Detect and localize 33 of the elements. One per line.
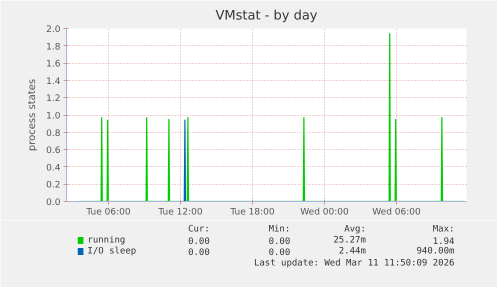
text: 940.00m xyxy=(416,246,454,256)
y-tick-label: 2.0 xyxy=(46,25,61,35)
text: Last update: Wed Mar 11 11:50:09 2026 xyxy=(254,258,454,268)
y-axis-title: process states xyxy=(27,78,38,152)
x-tick-label: Wed 00:00 xyxy=(300,208,349,218)
chart-title: VMstat - by day xyxy=(216,8,318,24)
text: Min: xyxy=(268,224,290,234)
x-tick-label: Tue 18:00 xyxy=(229,208,275,218)
legend-label: I/O sleep xyxy=(87,246,136,256)
y-tick-label: 0.8 xyxy=(46,128,61,139)
text: Avg: xyxy=(344,224,366,234)
text: Cur: xyxy=(188,224,210,234)
x-tick-label: Tue 06:00 xyxy=(85,208,131,218)
y-tick-label: 1.8 xyxy=(46,42,61,52)
x-tick-label: Tue 12:00 xyxy=(157,208,203,218)
y-tick-label: 1.0 xyxy=(46,112,61,122)
text: 1.94 xyxy=(432,237,454,247)
legend-label: running xyxy=(87,236,126,246)
text: Max: xyxy=(432,224,454,234)
text: 0.00 xyxy=(188,248,210,258)
text: 25.27m xyxy=(333,236,366,246)
y-tick-label: 0.2 xyxy=(46,180,61,191)
y-tick-label: 1.6 xyxy=(46,60,61,70)
text: 0.00 xyxy=(268,237,290,247)
y-tick-label: 0.0 xyxy=(46,198,61,208)
text: 0.00 xyxy=(268,248,290,258)
y-tick-label: 1.2 xyxy=(46,94,61,104)
y-tick-label: 0.6 xyxy=(46,146,61,156)
text: 2.44m xyxy=(338,246,366,256)
y-tick-label: 1.4 xyxy=(46,76,61,87)
text: 0.00 xyxy=(188,237,210,247)
x-tick-label: Wed 06:00 xyxy=(372,208,421,218)
y-tick-label: 0.4 xyxy=(46,163,61,174)
